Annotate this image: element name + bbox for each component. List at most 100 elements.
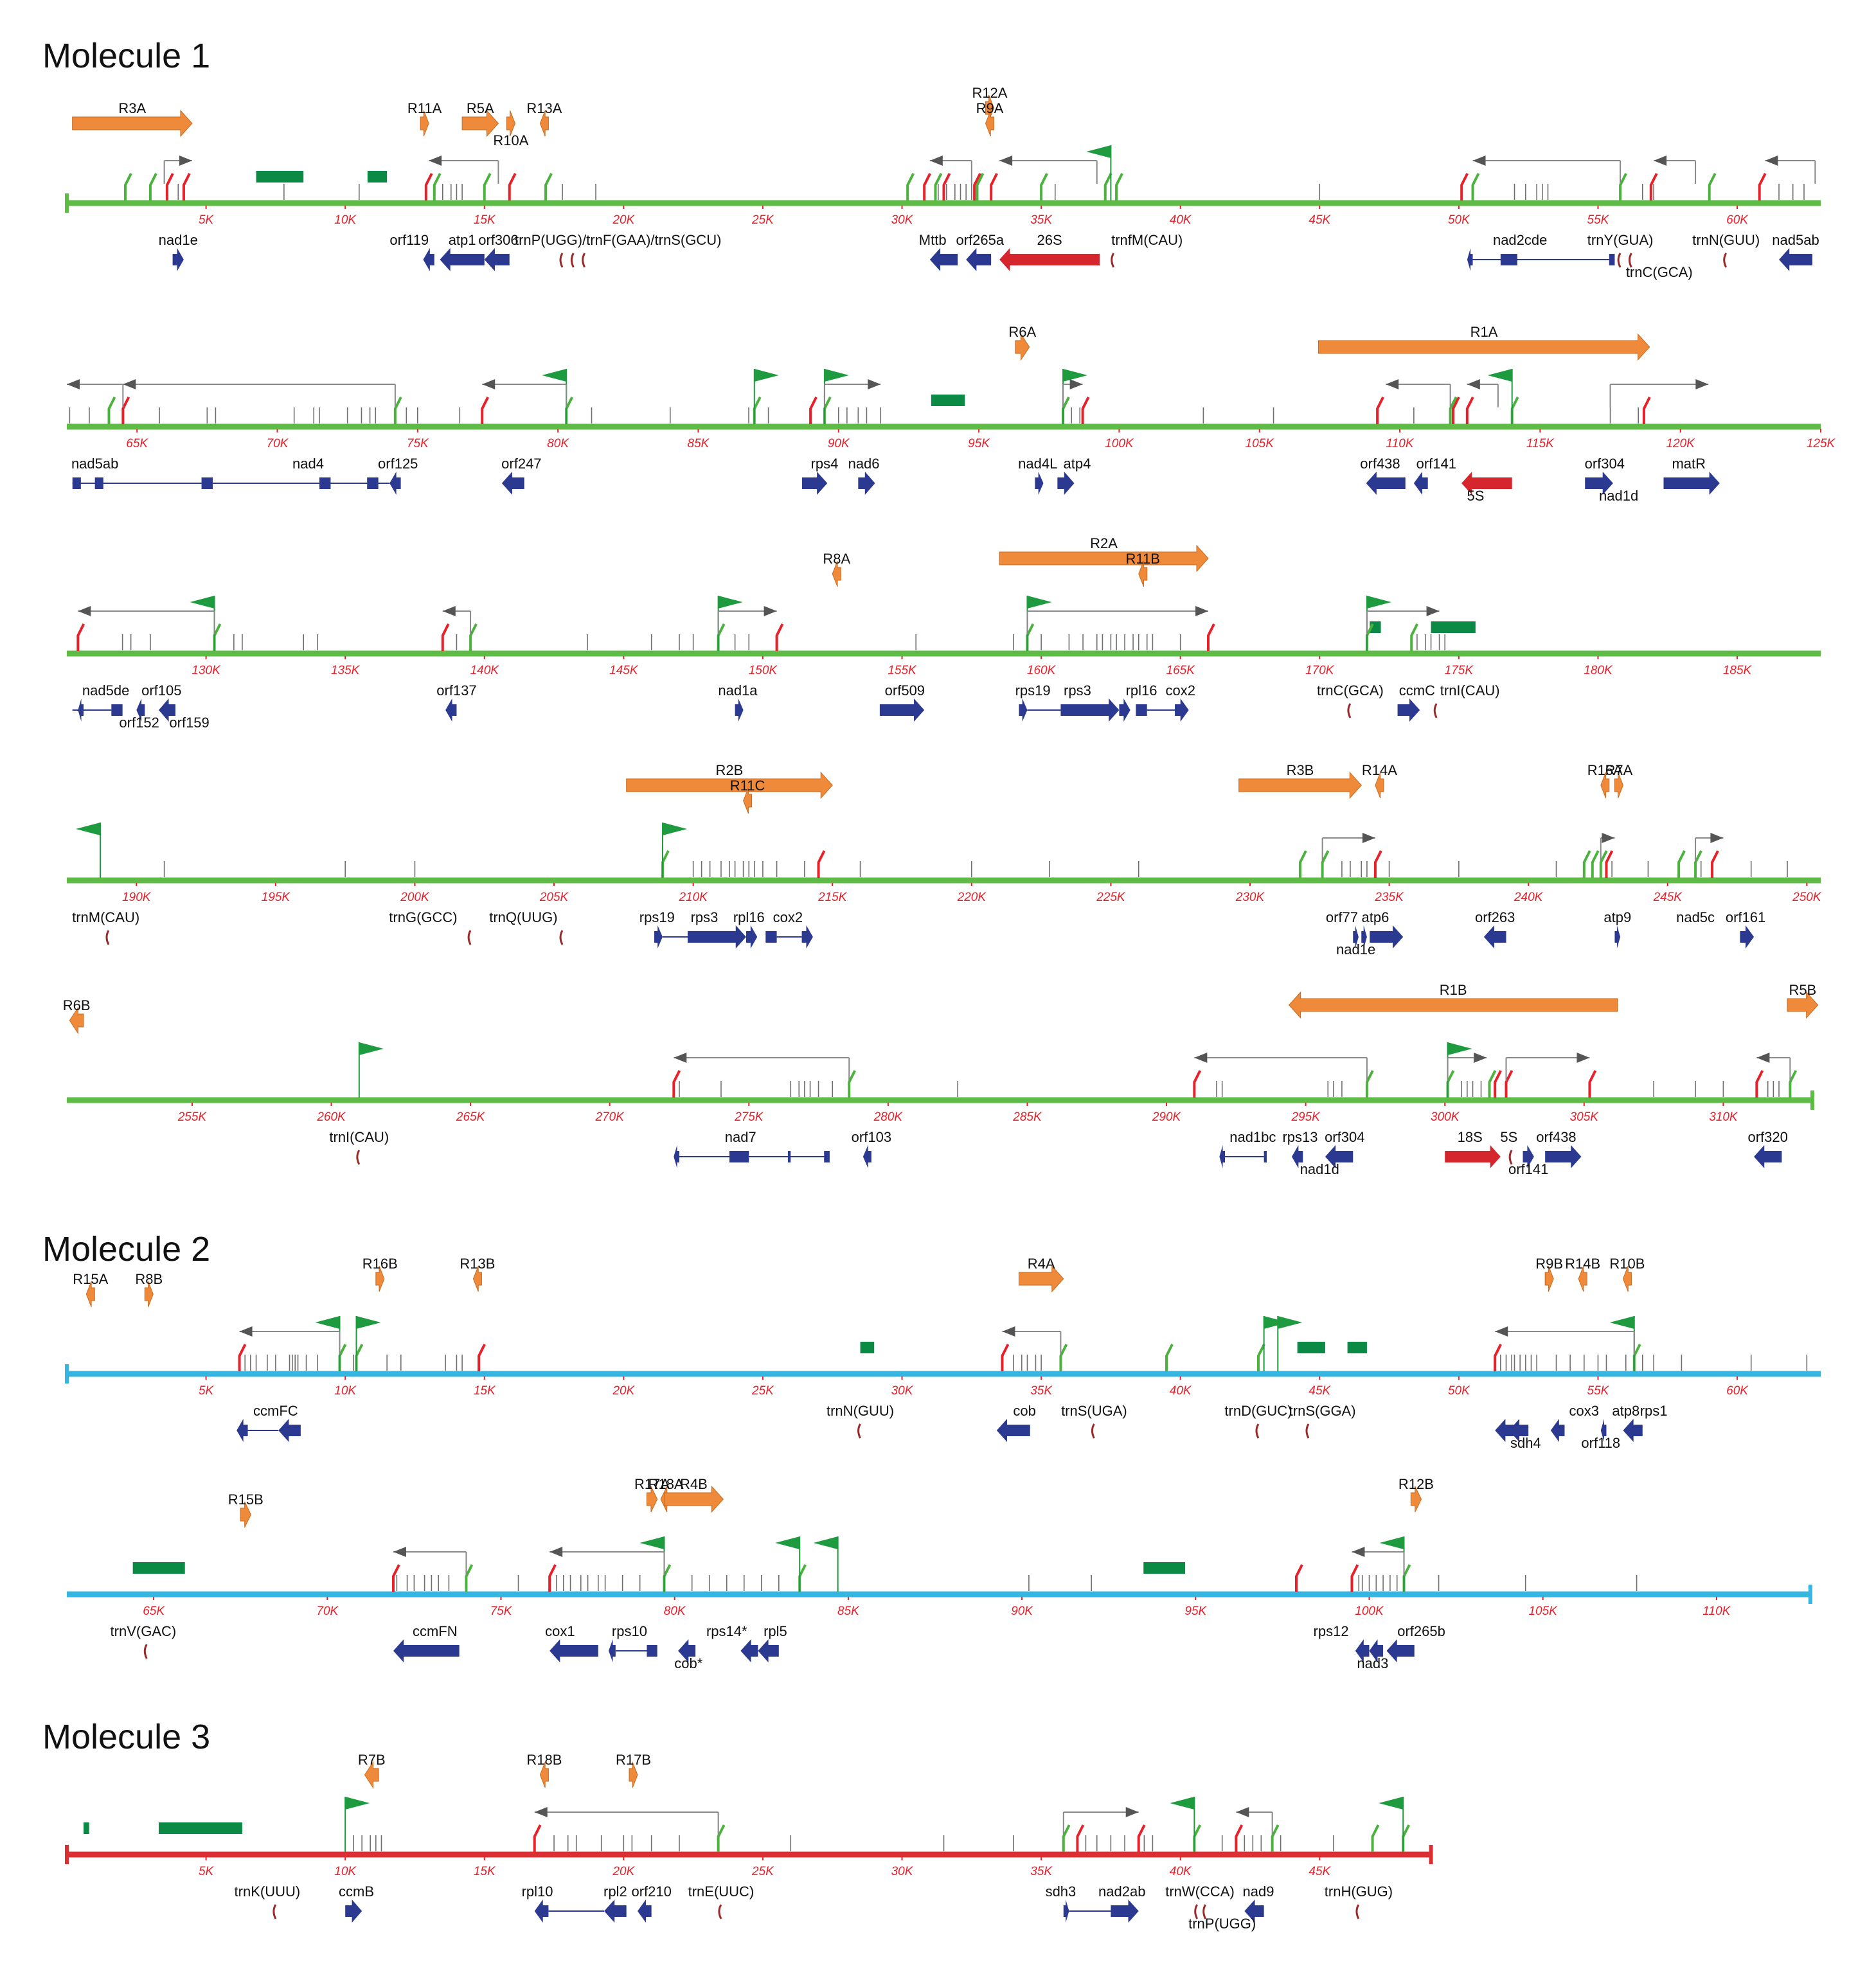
protein-gene <box>278 1419 301 1442</box>
tick-label: 35K <box>1030 1865 1053 1878</box>
trna-mark <box>857 1423 861 1439</box>
thin-arrow-head <box>1472 156 1486 166</box>
trna-mark <box>272 1904 277 1919</box>
repeat-label: R11A <box>407 100 442 116</box>
green-boundary-mark <box>1619 173 1627 200</box>
protein-gene <box>423 248 434 271</box>
gene-label: nad1e <box>159 232 198 248</box>
repeat-label: R3A <box>118 100 146 116</box>
green-boundary-mark <box>1449 396 1458 424</box>
gene-label: nad4L <box>1018 456 1057 472</box>
gene-label: trnC(GCA) <box>1317 682 1384 699</box>
molecule-3-row-1: 5K 10K 15K 20K 25K 30K 35K 40K 45K R7B R18B R17B trn… <box>65 1752 1433 1932</box>
repeat-label: R3B <box>1287 762 1314 778</box>
protein-gene <box>1500 254 1517 265</box>
gene-label: orf125 <box>378 456 418 472</box>
tick-label: 85K <box>837 1605 860 1618</box>
red-boundary-mark <box>1373 850 1382 878</box>
map-rows: 5K 10K 15K 20K 25K 30K 35K 40K 45K 50K 55K 60K R3A R1… <box>63 85 1836 1932</box>
gene-label: trnI(CAU) <box>1440 682 1500 699</box>
repeat-label: R13A <box>526 100 562 116</box>
tick-label: 105K <box>1246 437 1275 450</box>
repeat-label: R7A <box>1605 762 1633 778</box>
repeat-label: R1A <box>1470 324 1498 340</box>
trna-mark <box>1091 1423 1095 1439</box>
red-boundary-mark <box>1649 173 1658 200</box>
red-boundary-mark <box>478 1344 486 1371</box>
protein-gene <box>929 248 958 271</box>
thin-arrow-head <box>1495 1326 1508 1337</box>
red-boundary-mark <box>1711 850 1719 878</box>
repeat-arrow <box>626 771 833 799</box>
thin-arrow-head <box>1386 379 1399 389</box>
protein-gene <box>1136 704 1147 716</box>
tick-label: 110K <box>1702 1605 1731 1618</box>
protein-gene <box>319 477 331 489</box>
gene-label: orf161 <box>1726 909 1765 925</box>
tick-label: 260K <box>316 1110 346 1124</box>
protein-gene <box>440 248 485 271</box>
tick-label: 70K <box>267 437 289 450</box>
protein-gene <box>1779 248 1813 271</box>
tick-label: 110K <box>1386 437 1415 450</box>
thin-arrow-head <box>1695 379 1709 389</box>
tick-label: 215K <box>817 891 848 904</box>
tick-label: 225K <box>1096 891 1126 904</box>
thin-arrow-head <box>1236 1807 1249 1817</box>
protein-gene <box>94 477 103 489</box>
thin-arrow-head <box>1125 1807 1139 1817</box>
red-boundary-mark <box>391 1564 400 1592</box>
protein-gene <box>1035 472 1044 495</box>
green-boundary-mark <box>1402 1824 1411 1852</box>
protein-gene <box>1495 1419 1515 1442</box>
gene-label: nad2cde <box>1493 232 1547 248</box>
tick-label: 125K <box>1807 437 1836 450</box>
protein-gene <box>1585 472 1613 495</box>
green-block <box>860 1342 875 1353</box>
thin-arrow-head <box>1710 833 1724 843</box>
flag-head <box>356 1316 381 1329</box>
green-boundary-mark <box>661 850 670 878</box>
flag-head <box>1278 1316 1303 1329</box>
gene-label: orf141 <box>1416 456 1456 472</box>
green-block <box>1347 1342 1367 1353</box>
green-boundary-mark <box>1026 623 1035 651</box>
repeat-arrow <box>1787 991 1819 1019</box>
protein-gene <box>393 1639 460 1662</box>
protein-gene <box>801 472 828 495</box>
trna-mark <box>1111 253 1115 268</box>
tick-label: 5K <box>199 1865 215 1878</box>
tick-label: 195K <box>262 891 291 904</box>
green-boundary-mark <box>1193 1824 1202 1852</box>
protein-gene <box>484 248 510 271</box>
protein-gene <box>172 248 184 271</box>
protein-gene <box>1467 248 1473 271</box>
repeat-label: R8A <box>823 551 850 567</box>
protein-gene <box>879 699 925 722</box>
repeat-arrow <box>1375 772 1384 799</box>
green-boundary-mark <box>663 1564 672 1592</box>
gene-label: rps19 <box>639 909 675 925</box>
protein-gene <box>501 472 524 495</box>
gene-label: trnQ(UUG) <box>489 909 557 925</box>
green-boundary-mark <box>1271 1824 1280 1852</box>
red-boundary-mark <box>508 173 517 200</box>
flag-head <box>824 369 849 382</box>
red-boundary-mark <box>481 396 490 424</box>
repeat-label: R5A <box>467 100 494 116</box>
green-boundary-mark <box>465 1564 474 1592</box>
gene-label: Mttb <box>919 232 947 248</box>
repeat-label: R11C <box>730 778 765 794</box>
repeat-arrow <box>539 1761 549 1788</box>
repeat-arrow <box>420 110 429 137</box>
gene-label: nad1d <box>1599 488 1638 504</box>
red-boundary-mark <box>1193 1070 1202 1098</box>
repeat-arrow <box>1015 333 1030 361</box>
green-boundary-mark <box>1632 1344 1641 1371</box>
green-boundary-mark <box>355 1344 364 1371</box>
protein-gene <box>1370 925 1404 948</box>
red-boundary-mark <box>775 623 784 651</box>
repeat-arrow <box>539 110 549 137</box>
flag-head <box>359 1042 384 1055</box>
gene-label: trnW(CCA) <box>1165 1883 1235 1900</box>
